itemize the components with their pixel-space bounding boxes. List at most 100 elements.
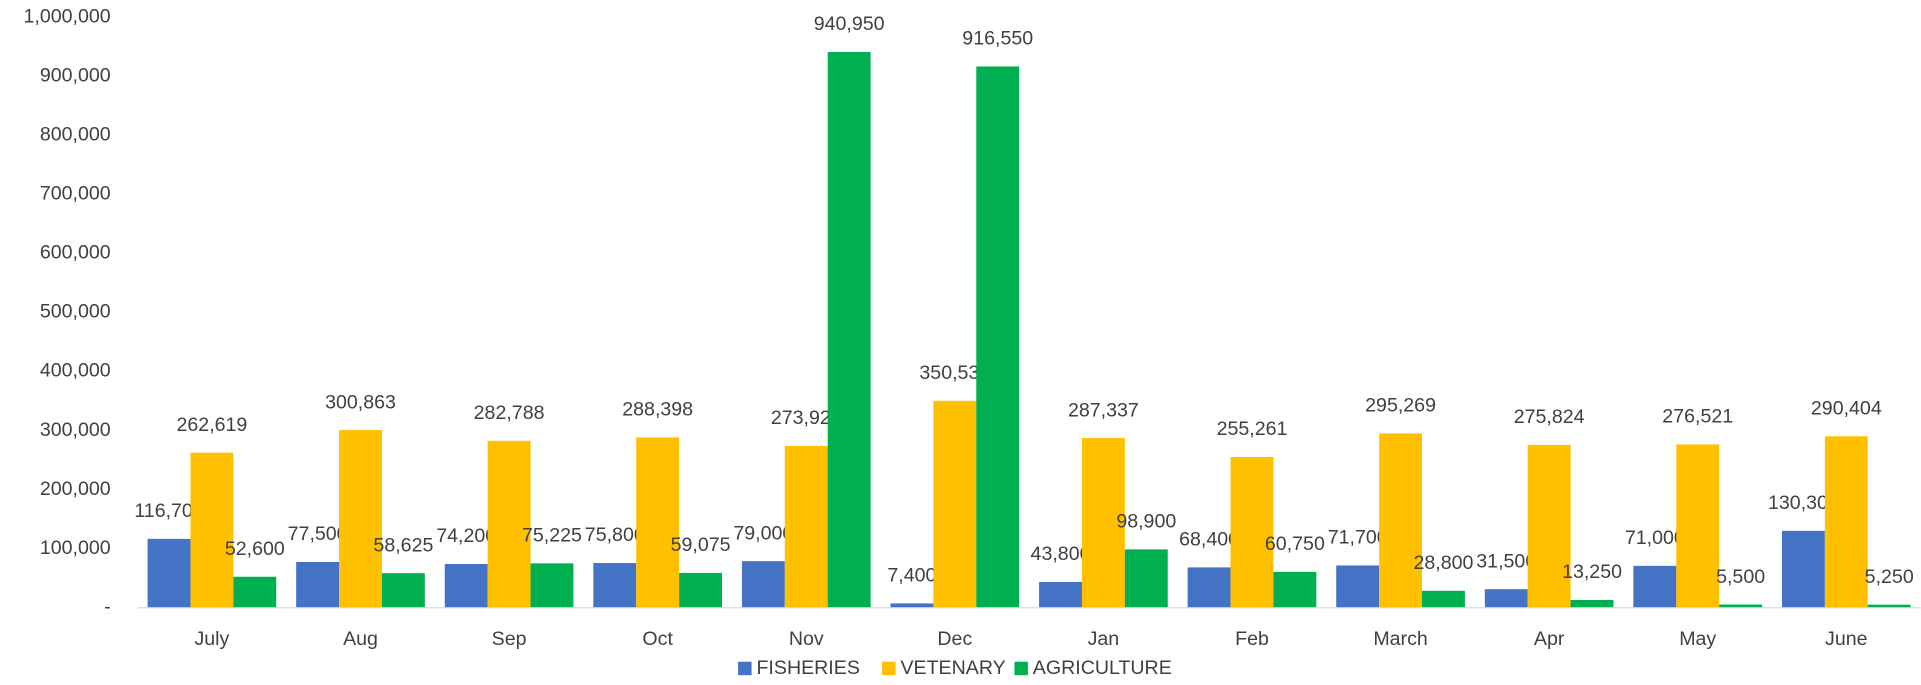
x-tick-label: Apr [1534,628,1565,650]
x-tick-label: Feb [1235,628,1269,650]
data-label: 276,521 [1662,406,1733,428]
data-label: 5,500 [1716,566,1765,588]
bar [1676,444,1720,608]
legend-swatch [1014,661,1028,676]
y-tick-label: 100,000 [40,537,111,559]
bar [679,572,723,608]
bar [444,563,488,608]
data-label: 28,800 [1413,552,1473,574]
data-label: 60,750 [1265,533,1325,555]
data-label: 52,600 [225,538,285,560]
bar [933,400,977,608]
bar [339,430,382,608]
bar [1124,549,1168,608]
y-tick-label: 600,000 [40,242,111,264]
data-label: 275,824 [1514,406,1585,428]
bar [636,437,680,608]
bar [1081,438,1125,608]
data-label: 5,250 [1865,566,1914,588]
bar [1633,565,1677,608]
data-label: 75,800 [585,524,645,546]
data-label: 68,400 [1179,529,1239,551]
y-tick-label: 700,000 [40,183,111,205]
bar [827,52,871,608]
bar [1867,604,1911,608]
y-tick-label: 300,000 [40,419,111,441]
y-tick-label: 800,000 [40,123,111,145]
x-tick-label: Aug [343,628,378,650]
bar [1484,589,1528,608]
bar [1187,567,1231,608]
bar [1719,604,1763,608]
y-tick-label: 400,000 [40,360,111,382]
data-label: 282,788 [474,402,545,424]
bar [976,66,1020,608]
data-label: 350,535 [919,362,990,384]
data-label: 116,700 [134,500,203,522]
data-label: 71,000 [1625,527,1685,549]
data-label: 59,075 [671,534,731,556]
x-tick-label: March [1373,628,1427,650]
data-label: 98,900 [1116,511,1176,533]
x-tick-label: Dec [937,628,972,650]
y-tick-label: 200,000 [40,478,111,500]
bar [1379,433,1423,608]
bar [1781,530,1825,608]
bar [1336,565,1380,608]
x-tick-label: Nov [789,628,824,650]
data-label: 916,550 [962,28,1033,50]
data-label: 13,250 [1562,561,1622,583]
data-label: 43,800 [1031,543,1091,565]
data-label: 295,269 [1365,395,1436,417]
x-tick-label: May [1679,628,1716,650]
y-tick-label: 1,000,000 [24,5,111,27]
data-label: 273,925 [771,407,842,429]
data-label: 75,225 [522,525,582,547]
legend-swatch [882,661,896,676]
bar [741,561,785,608]
data-label: 79,000 [733,522,793,544]
y-tick-label: 900,000 [40,64,111,86]
x-tick-label: July [195,628,230,650]
data-label: 262,619 [177,414,248,436]
bar [1527,444,1571,608]
legend-swatch [738,661,752,676]
bar [487,440,531,608]
legend-label: FISHERIES [756,657,859,679]
data-label: 58,625 [373,534,433,556]
x-tick-label: Jan [1088,628,1120,650]
data-label: 71,700 [1328,527,1388,549]
data-label: 31,500 [1476,550,1536,572]
bar [1230,457,1274,608]
data-label: 287,337 [1068,399,1139,421]
data-label: 130,300 [1768,492,1839,514]
data-label: 77,500 [288,523,348,545]
bar [530,563,574,608]
bar [784,446,828,608]
bar [296,562,340,608]
bar [1570,599,1614,608]
bar [1422,590,1465,608]
bar [233,576,277,608]
x-tick-label: Sep [492,628,527,650]
x-tick-label: June [1825,628,1868,650]
bar [1273,571,1317,608]
data-label: 74,200 [436,525,496,547]
data-label: 7,400 [887,565,936,587]
bar [147,538,191,608]
legend-label: VETENARY [900,657,1005,679]
data-label: 255,261 [1217,418,1288,440]
bar [1824,436,1868,608]
bar [190,452,234,608]
x-tick-label: Oct [642,628,673,650]
data-label: 290,404 [1811,397,1882,419]
bar [381,573,425,608]
bar [890,603,934,608]
data-label: 288,398 [622,399,693,421]
bar [1039,581,1082,608]
y-tick-label: 500,000 [40,301,111,323]
data-label: 300,863 [325,391,396,413]
legend-label: AGRICULTURE [1033,657,1172,679]
bar [593,563,637,608]
